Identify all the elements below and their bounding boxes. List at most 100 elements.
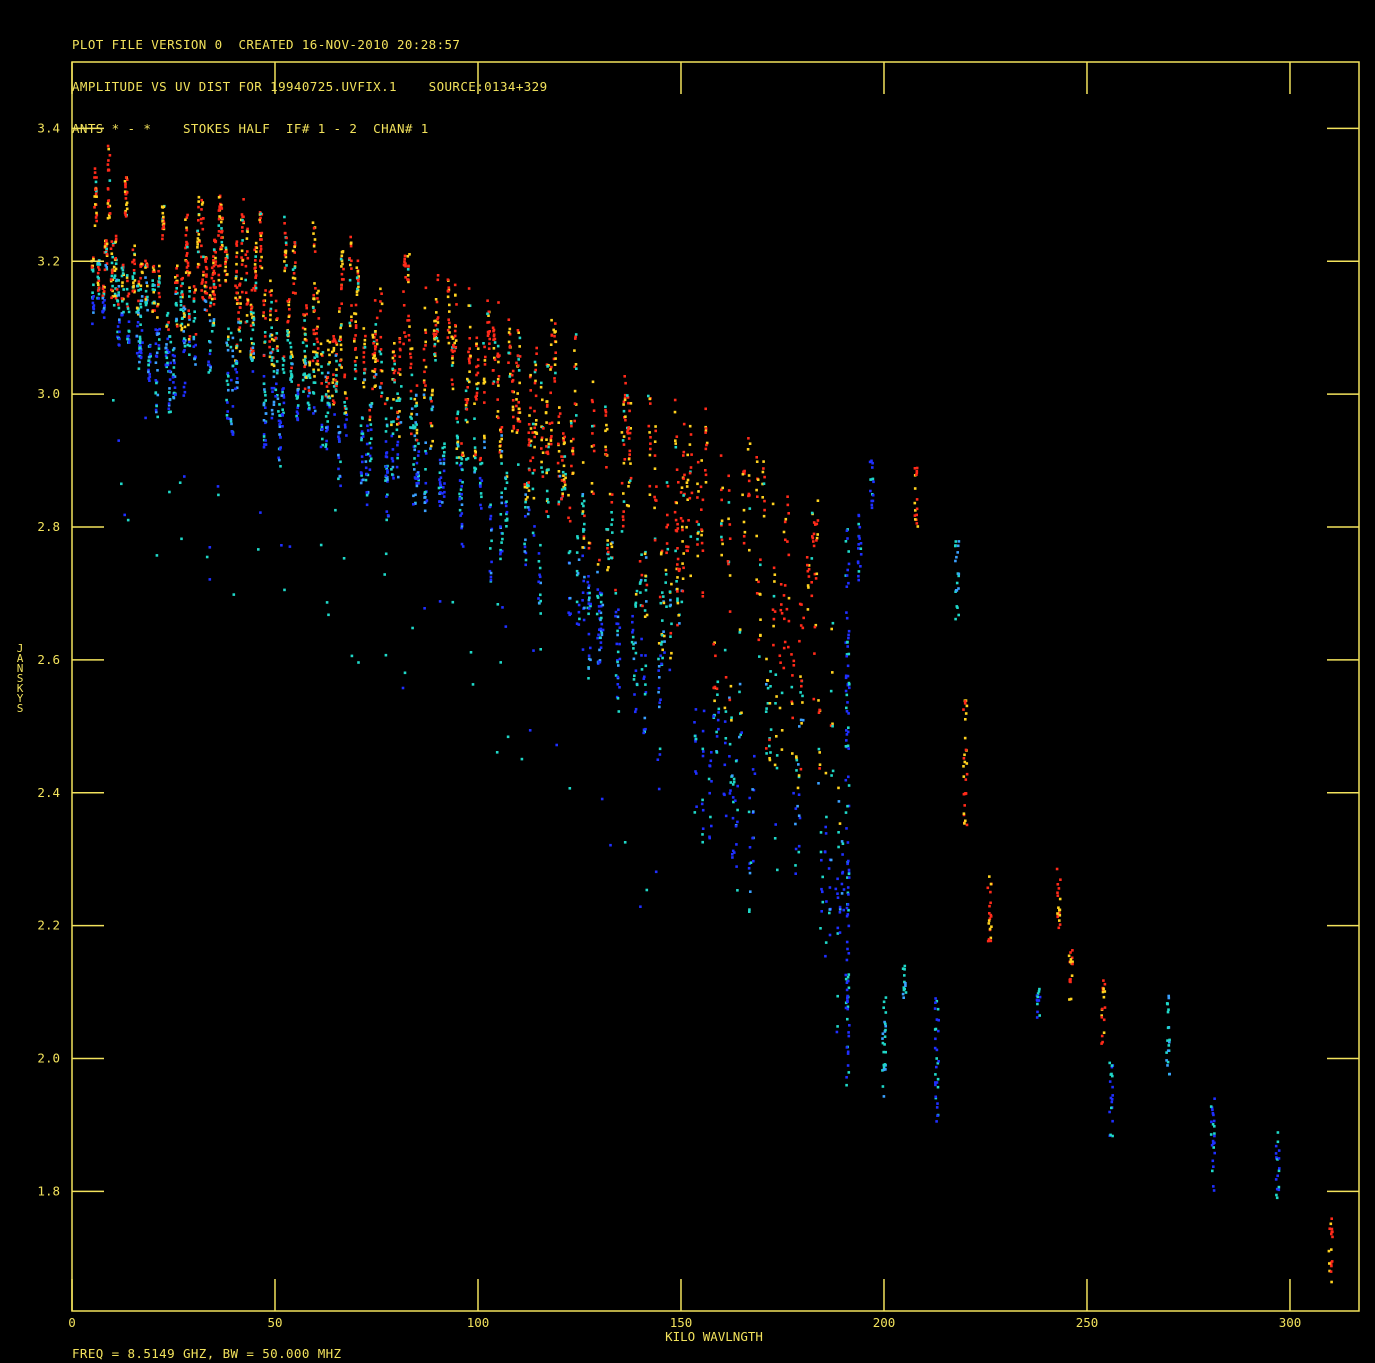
data-point: [185, 266, 189, 269]
data-point: [500, 426, 504, 429]
data-point: [284, 241, 288, 245]
data-point: [155, 410, 158, 414]
data-point: [466, 420, 469, 424]
data-point: [670, 582, 673, 586]
data-point: [415, 384, 419, 387]
data-point: [305, 306, 308, 310]
data-point: [410, 373, 414, 377]
data-point: [212, 318, 216, 321]
data-point: [337, 477, 340, 481]
data-point: [523, 545, 527, 549]
data-point: [172, 373, 175, 376]
data-point: [989, 882, 993, 886]
data-point: [799, 767, 803, 771]
data-point: [738, 690, 741, 694]
data-point: [168, 369, 171, 373]
data-point: [1277, 1169, 1281, 1173]
data-point: [644, 654, 647, 657]
data-point: [837, 845, 840, 849]
data-point: [331, 394, 334, 398]
data-point: [103, 268, 107, 272]
data-point: [469, 651, 473, 654]
data-point: [451, 600, 455, 604]
data-point: [847, 868, 851, 872]
data-point: [818, 708, 821, 712]
data-point: [226, 410, 229, 413]
data-point: [423, 306, 427, 310]
data-point: [402, 263, 406, 267]
data-point: [596, 596, 600, 599]
data-point: [731, 796, 735, 799]
data-point: [439, 491, 442, 494]
data-point: [451, 387, 455, 391]
data-point: [476, 347, 480, 350]
data-point: [687, 519, 690, 522]
data-point: [606, 568, 609, 572]
data-point: [477, 381, 480, 385]
data-point: [193, 291, 196, 294]
data-point: [675, 501, 678, 505]
data-point: [214, 251, 217, 254]
data-point: [182, 312, 186, 315]
data-point: [571, 449, 574, 453]
data-point: [200, 198, 203, 202]
data-point: [217, 196, 221, 199]
data-point: [554, 340, 558, 344]
data-point: [487, 314, 490, 317]
data-point: [527, 481, 530, 484]
data-point: [269, 309, 272, 313]
data-point: [295, 414, 298, 418]
data-point: [120, 266, 124, 270]
data-point: [353, 377, 357, 380]
data-point: [700, 528, 703, 531]
data-point: [587, 598, 591, 602]
data-point: [184, 218, 187, 221]
data-point: [290, 375, 294, 379]
data-point: [337, 456, 341, 460]
data-point: [800, 679, 803, 683]
data-point: [741, 493, 744, 497]
data-point: [669, 598, 672, 602]
data-point: [704, 473, 708, 477]
data-point: [110, 296, 113, 300]
data-point: [432, 329, 436, 332]
data-point: [658, 753, 662, 756]
data-point: [742, 535, 746, 538]
data-point: [568, 519, 572, 523]
data-point: [663, 640, 666, 643]
data-point: [815, 539, 818, 542]
data-point: [264, 406, 267, 409]
data-point: [378, 350, 382, 353]
data-point: [871, 493, 875, 497]
data-point: [903, 974, 906, 977]
data-point: [212, 248, 216, 251]
data-point: [278, 425, 282, 428]
data-point: [765, 707, 768, 710]
data-point: [360, 472, 363, 475]
data-point: [1111, 1074, 1114, 1078]
data-point: [305, 304, 308, 307]
data-point: [720, 538, 724, 542]
data-point: [545, 489, 549, 493]
data-point: [246, 300, 250, 303]
data-point: [627, 437, 631, 440]
data-point: [792, 664, 796, 667]
data-point: [847, 1034, 851, 1038]
data-point: [1038, 987, 1041, 991]
data-point: [847, 747, 850, 750]
data-point: [707, 777, 711, 781]
data-point: [726, 560, 730, 563]
data-point: [403, 671, 407, 675]
data-point: [644, 664, 648, 668]
data-point: [123, 180, 127, 183]
data-point: [217, 217, 221, 221]
data-point: [482, 342, 485, 345]
data-point: [666, 547, 670, 551]
data-point: [393, 378, 396, 382]
data-point: [836, 926, 840, 930]
data-point: [186, 213, 189, 217]
data-point: [795, 758, 799, 762]
data-point: [262, 314, 265, 318]
data-point: [749, 890, 752, 893]
data-point: [320, 423, 324, 427]
